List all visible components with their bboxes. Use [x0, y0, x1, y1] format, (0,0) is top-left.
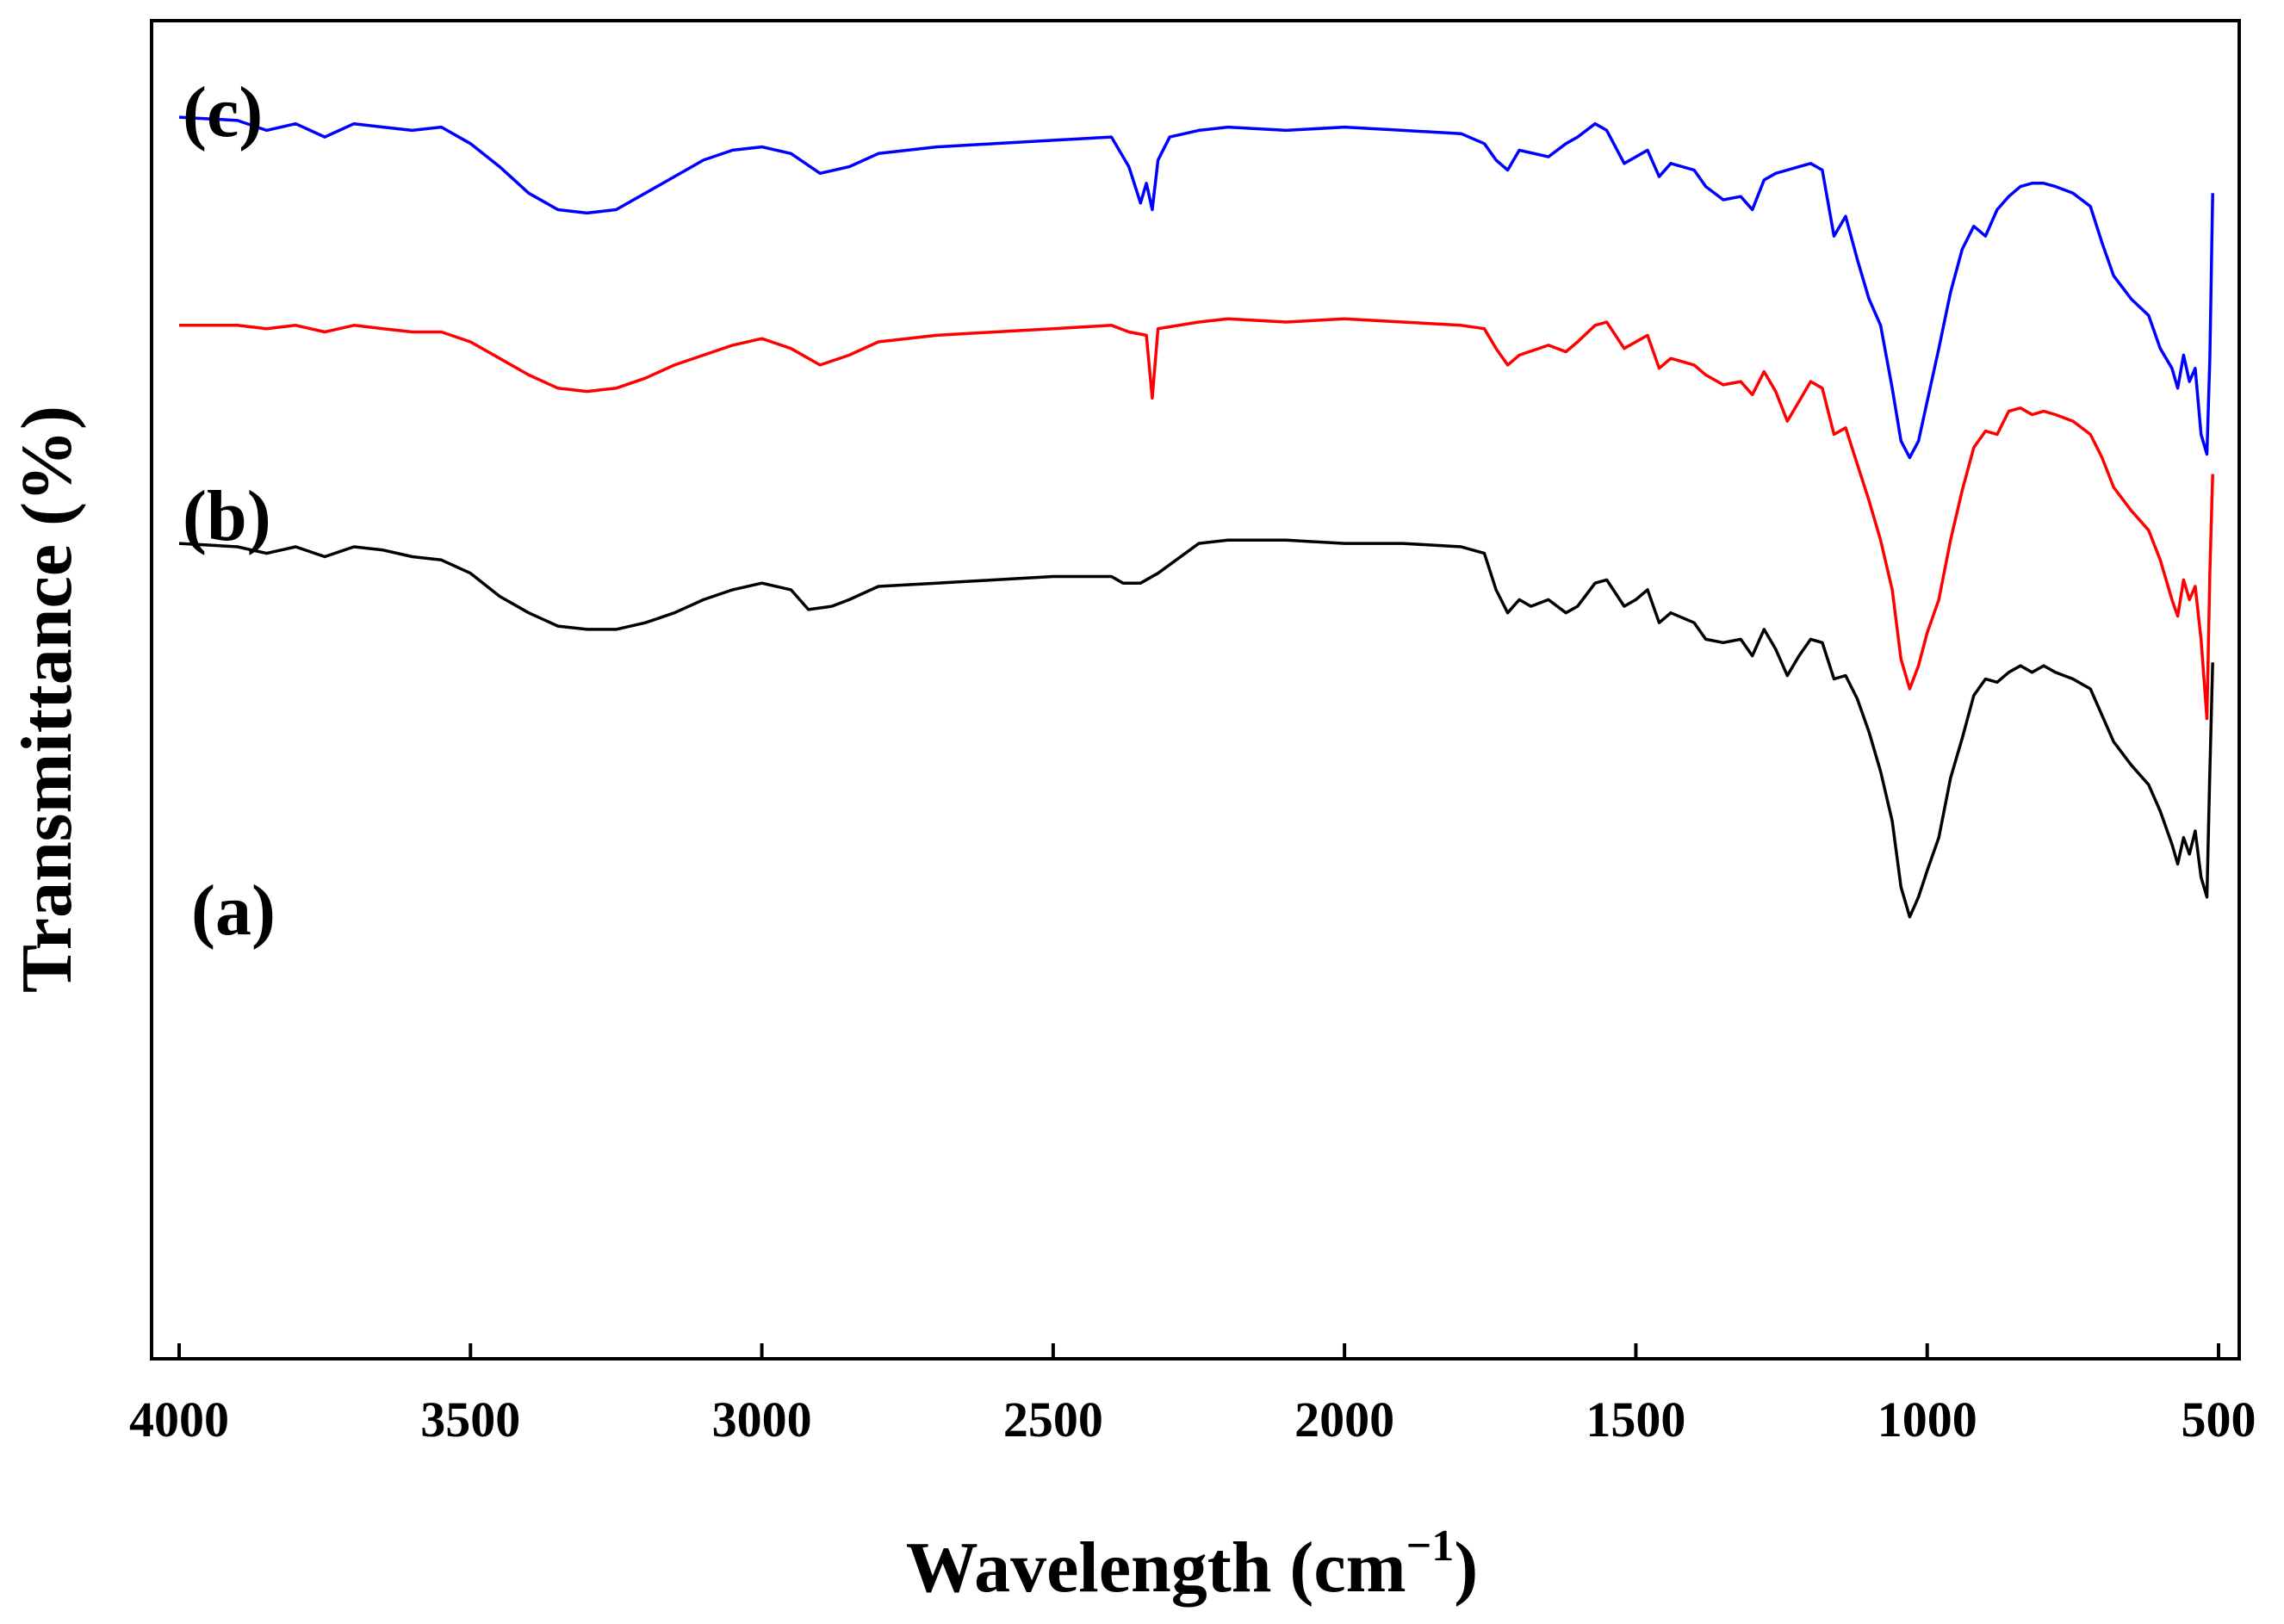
x-tick-label-4000: 4000 — [129, 1392, 229, 1447]
x-tick-label-2000: 2000 — [1294, 1392, 1394, 1447]
panel-label-a: (a) — [191, 871, 276, 951]
x-axis-title: Wavelength (cm−1) — [906, 1522, 1479, 1608]
plot-frame — [150, 19, 2241, 1361]
x-tick-label-500: 500 — [2182, 1392, 2256, 1447]
x-tick-label-3000: 3000 — [712, 1392, 812, 1447]
series-line-b — [179, 317, 2214, 721]
x-tick-label-1000: 1000 — [1877, 1392, 1977, 1447]
series-group — [178, 115, 2214, 919]
panel-label-b: (b) — [183, 476, 271, 556]
x-tick-label-2500: 2500 — [1003, 1392, 1103, 1447]
x-tick-label-3500: 3500 — [420, 1392, 520, 1447]
series-line-a — [178, 538, 2214, 919]
x-tick-label-1500: 1500 — [1586, 1392, 1685, 1447]
series-line-c — [178, 115, 2214, 460]
y-axis-title: Transmittance (%) — [7, 406, 87, 993]
x-axis-ticks: 4000 3500 3000 2500 2000 1500 1000 500 — [129, 1343, 2256, 1447]
panel-label-c: (c) — [183, 72, 263, 152]
